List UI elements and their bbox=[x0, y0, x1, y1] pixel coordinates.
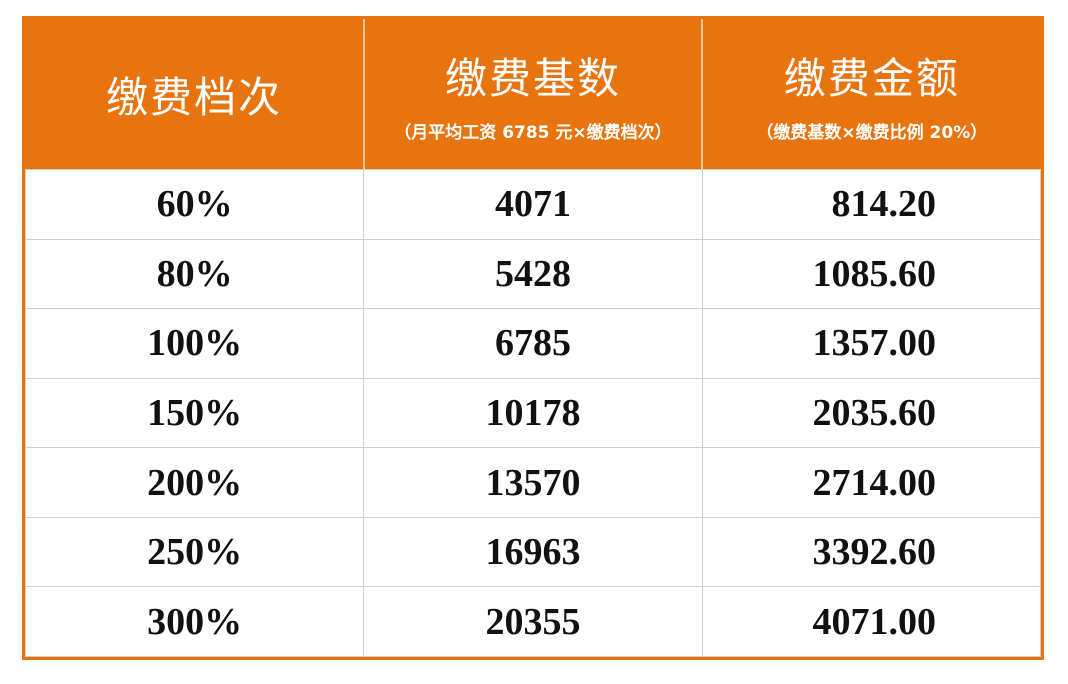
header-subtitle: （缴费基数×缴费比例 20%） bbox=[756, 123, 988, 143]
header-title: 缴费基数 bbox=[444, 54, 621, 103]
header-subtitle: （月平均工资 6785 元×缴费档次） bbox=[394, 123, 672, 143]
header-cell: 缴费金额 （缴费基数×缴费比例 20%） bbox=[702, 19, 1041, 170]
header-cell: 缴费档次 bbox=[25, 19, 365, 170]
header-row: 缴费档次 缴费基数 （月平均工资 6785 元×缴费档次） 缴费金额 （缴费基数×缴费比… bbox=[25, 19, 1041, 170]
table-cell: 3392.60 bbox=[701, 516, 1042, 588]
table-cell: 5428 bbox=[363, 238, 703, 310]
table-row: 250% 16963 3392.60 bbox=[24, 516, 1042, 588]
table-cell: 20355 bbox=[363, 586, 703, 657]
table-cell: 250% bbox=[24, 516, 365, 588]
table-cell: 4071 bbox=[363, 169, 703, 240]
table-cell: 300% bbox=[24, 586, 365, 657]
table-row: 60% 4071 814.20 bbox=[24, 169, 1042, 240]
table-cell: 60% bbox=[24, 169, 365, 240]
table-cell: 2714.00 bbox=[701, 447, 1042, 518]
table-cell: 4071.00 bbox=[701, 586, 1042, 657]
contribution-table: 缴费档次 缴费基数 （月平均工资 6785 元×缴费档次） 缴费金额 （缴费基数×缴费比… bbox=[24, 19, 1042, 657]
table-cell: 1357.00 bbox=[701, 308, 1042, 379]
header-title: 缴费金额 bbox=[783, 54, 960, 103]
header-cell: 缴费基数 （月平均工资 6785 元×缴费档次） bbox=[363, 19, 704, 170]
table-cell: 6785 bbox=[363, 308, 703, 379]
table-cell: 100% bbox=[24, 308, 365, 379]
table-row: 100% 6785 1357.00 bbox=[24, 308, 1042, 379]
table-row: 150% 10178 2035.60 bbox=[24, 377, 1042, 449]
table-frame: 缴费档次 缴费基数 （月平均工资 6785 元×缴费档次） 缴费金额 （缴费基数×缴费比… bbox=[22, 16, 1044, 660]
table-cell: 200% bbox=[24, 447, 365, 518]
table-cell: 814.20 bbox=[701, 169, 1042, 240]
table-cell: 13570 bbox=[363, 447, 703, 518]
table-cell: 2035.60 bbox=[701, 377, 1042, 449]
table-cell: 16963 bbox=[363, 516, 703, 588]
table-row: 200% 13570 2714.00 bbox=[24, 447, 1042, 518]
table-row: 80% 5428 1085.60 bbox=[24, 238, 1042, 310]
header-title: 缴费档次 bbox=[106, 72, 283, 122]
table-cell: 1085.60 bbox=[701, 238, 1042, 310]
table-row: 300% 20355 4071.00 bbox=[24, 586, 1042, 657]
table-cell: 80% bbox=[24, 238, 365, 310]
table-cell: 150% bbox=[24, 377, 365, 449]
table-body: 60% 4071 814.20 80% 5428 1085.60 100% 6785 1357.… bbox=[24, 169, 1042, 657]
table-cell: 10178 bbox=[363, 377, 703, 449]
